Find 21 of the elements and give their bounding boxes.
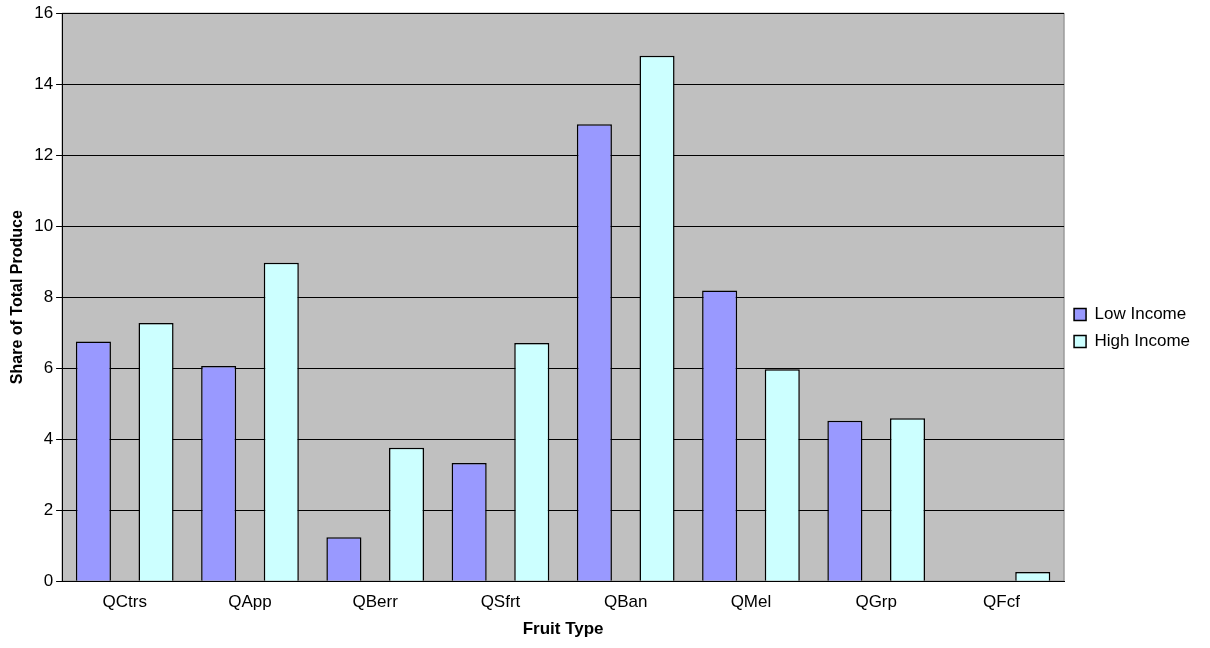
y-tick-label: 14 xyxy=(34,73,54,93)
x-tick-label: QSfrt xyxy=(480,592,521,612)
x-tick-label: QFcf xyxy=(983,592,1021,612)
y-tick-label: 10 xyxy=(34,215,54,235)
y-tick-label: 8 xyxy=(43,286,54,306)
x-tick-label: QBan xyxy=(603,592,648,612)
x-tick-label: QApp xyxy=(228,592,272,612)
y-tick-label: 2 xyxy=(43,499,54,519)
legend-label: Low Income xyxy=(1094,304,1187,324)
y-tick-label: 0 xyxy=(43,570,54,590)
y-tick-label: 6 xyxy=(43,357,54,377)
x-axis-title: Fruit Type xyxy=(522,619,604,639)
x-tick-label: QMel xyxy=(730,592,772,612)
y-axis-title: Share of Total Produce xyxy=(8,210,26,385)
y-tick-label: 4 xyxy=(43,428,54,448)
y-tick-label: 16 xyxy=(34,2,54,22)
x-tick-label: QCtrs xyxy=(102,592,147,612)
x-tick-label: QBerr xyxy=(352,592,399,612)
y-tick-label: 12 xyxy=(34,144,54,164)
x-tick-label: QGrp xyxy=(855,592,897,612)
legend-label: High Income xyxy=(1094,331,1190,351)
